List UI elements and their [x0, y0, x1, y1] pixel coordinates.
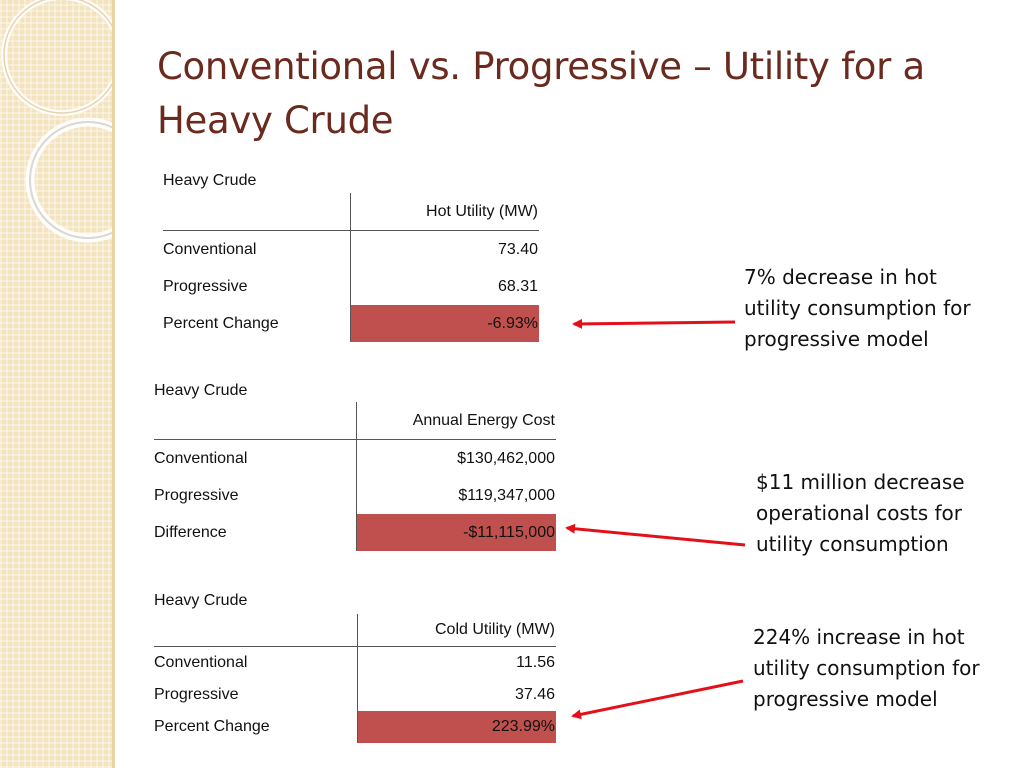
- row-label: Conventional: [154, 654, 248, 671]
- row-label: Difference: [154, 523, 227, 541]
- table-row: Difference -$11,115,000: [154, 514, 556, 551]
- hot-utility-table: Hot Utility (MW) Conventional 73.40 Prog…: [163, 193, 539, 342]
- header-blank-cell: [154, 402, 357, 440]
- row-value: $130,462,000: [356, 439, 556, 477]
- row-label: Percent Change: [163, 314, 279, 332]
- decorative-side-strip: [0, 0, 112, 768]
- arrow-to-hot-utility: [572, 318, 736, 329]
- highlighted-value: -6.93%: [350, 305, 539, 342]
- table-header-row: Hot Utility (MW): [163, 193, 539, 231]
- column-header: Cold Utility (MW): [357, 614, 556, 647]
- header-blank-cell: [163, 193, 351, 231]
- row-value: 37.46: [357, 679, 556, 711]
- row-value: 11.56: [357, 646, 556, 679]
- row-label: Percent Change: [154, 718, 270, 735]
- column-header: Annual Energy Cost: [356, 402, 556, 440]
- column-header: Hot Utility (MW): [350, 193, 539, 231]
- table-row: Conventional $130,462,000: [154, 439, 556, 477]
- row-value: 73.40: [350, 230, 539, 268]
- row-value: $119,347,000: [356, 477, 556, 514]
- table-row: Progressive 68.31: [163, 268, 539, 305]
- cold-utility-note: 224% increase in hot utility consumption…: [753, 625, 980, 711]
- strip-edge: [112, 0, 115, 768]
- table-row: Conventional 73.40: [163, 230, 539, 268]
- arrow-to-energy-cost: [565, 523, 746, 547]
- decorative-circles: [1, 0, 112, 243]
- table-header-row: Annual Energy Cost: [154, 402, 556, 440]
- table-row: Percent Change 223.99%: [154, 711, 556, 743]
- table-row: Progressive $119,347,000: [154, 477, 556, 514]
- row-label: Progressive: [163, 277, 248, 295]
- table-caption: Heavy Crude: [163, 172, 257, 189]
- energy-cost-table: Annual Energy Cost Conventional $130,462…: [154, 402, 556, 551]
- energy-cost-note: $11 million decrease operational costs f…: [756, 470, 965, 556]
- arrow-to-cold-utility: [571, 679, 744, 720]
- row-label: Progressive: [154, 686, 239, 703]
- header-blank-cell: [154, 614, 358, 647]
- row-label: Conventional: [163, 240, 257, 258]
- table-row: Percent Change -6.93%: [163, 305, 539, 342]
- slide-title: Conventional vs. Progressive – Utility f…: [157, 45, 925, 142]
- table-row: Progressive 37.46: [154, 679, 556, 711]
- table-header-row: Cold Utility (MW): [154, 614, 556, 647]
- row-label: Conventional: [154, 449, 248, 467]
- highlighted-value: 223.99%: [357, 711, 556, 743]
- table-caption: Heavy Crude: [154, 592, 248, 609]
- table-row: Conventional 11.56: [154, 646, 556, 679]
- row-label: Progressive: [154, 486, 239, 504]
- table-caption: Heavy Crude: [154, 382, 248, 399]
- highlighted-value: -$11,115,000: [356, 514, 556, 551]
- row-value: 68.31: [350, 268, 539, 305]
- hot-utility-note: 7% decrease in hot utility consumption f…: [744, 265, 971, 351]
- cold-utility-table: Cold Utility (MW) Conventional 11.56 Pro…: [154, 614, 556, 743]
